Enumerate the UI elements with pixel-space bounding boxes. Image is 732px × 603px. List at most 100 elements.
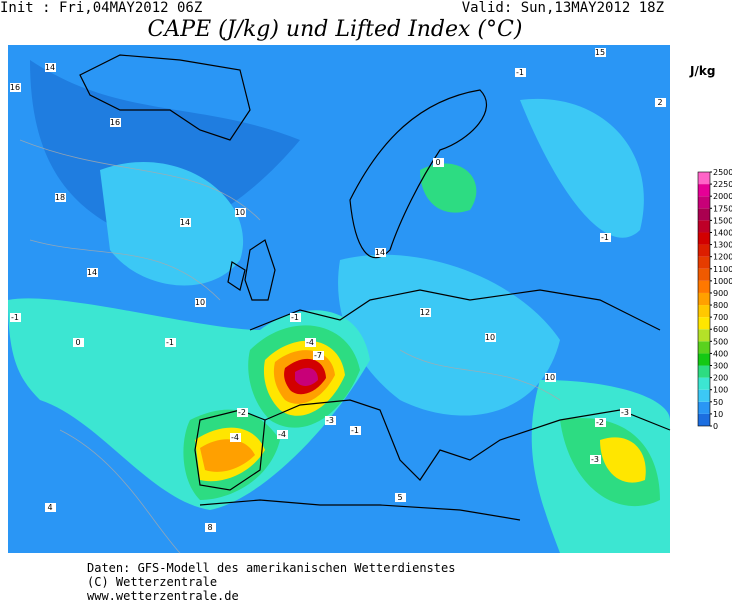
colorbar-label: 1500 [713, 216, 732, 225]
contour-label: -1 [516, 68, 524, 77]
contour-label: 18 [55, 193, 65, 202]
colorbar-label: 400 [713, 349, 728, 358]
contour-label: 8 [207, 523, 212, 532]
contour-label-bg [395, 493, 406, 502]
contour-label-bg [590, 455, 601, 464]
colorbar-label: 100 [713, 386, 728, 395]
colorbar-label: 50 [713, 398, 723, 407]
colorbar-label: 10 [713, 410, 723, 419]
contour-label: -1 [291, 313, 299, 322]
contour-label: -1 [601, 233, 609, 242]
contour-label: 10 [235, 208, 245, 217]
colorbar-unit: J/kg [689, 64, 715, 78]
contour-label-bg [45, 503, 56, 512]
colorbar-label: 1400 [713, 228, 732, 237]
contour-label-bg [433, 158, 444, 167]
colorbar-band [698, 220, 710, 233]
contour-label: 5 [397, 493, 402, 502]
contour-label-bg [235, 208, 246, 217]
colorbar-label: 2000 [713, 192, 732, 201]
colorbar-label: 1200 [713, 253, 732, 262]
contour-label-bg [45, 63, 56, 72]
contour-label-bg [10, 83, 21, 92]
contour-label-bg [277, 430, 288, 439]
contour-label: -2 [238, 408, 246, 417]
contour-label: -4 [278, 430, 286, 439]
contour-label: -4 [306, 338, 314, 347]
contour-label-bg [205, 523, 216, 532]
colorbar-label: 1100 [713, 265, 732, 274]
colorbar-band [698, 256, 710, 269]
valid-time: Valid: Sun,13MAY2012 18Z [462, 0, 664, 16]
colorbar-label: 500 [713, 337, 728, 346]
contour-label: -4 [231, 433, 239, 442]
colorbar-band [698, 365, 710, 378]
contour-label: 16 [110, 118, 120, 127]
contour-label: 12 [420, 308, 430, 317]
contour-label-bg [305, 338, 316, 347]
contour-label: 10 [545, 373, 555, 382]
contour-label: -7 [314, 351, 322, 360]
contour-label-bg [290, 313, 301, 322]
contour-label: 16 [10, 83, 20, 92]
footer-line: www.wetterzentrale.de [87, 589, 239, 603]
contour-label: -3 [326, 416, 334, 425]
contour-label: 10 [195, 298, 205, 307]
footer-line: (C) Wetterzentrale [87, 575, 217, 589]
init-time: Init : Fri,04MAY2012 06Z [0, 0, 202, 16]
contour-label-bg [237, 408, 248, 417]
colorbar-label: 1300 [713, 241, 732, 250]
contour-label-bg [420, 308, 431, 317]
colorbar-band [698, 292, 710, 306]
contour-label-bg [655, 98, 666, 107]
colorbar-label: 1750 [713, 204, 732, 213]
colorbar-label: 300 [713, 362, 728, 371]
colorbar-band [698, 196, 710, 209]
contour-label: 15 [595, 48, 605, 57]
colorbar-label: 800 [713, 301, 728, 310]
contour-label-bg [230, 433, 241, 442]
contour-label: -1 [11, 313, 19, 322]
contour-label-bg [10, 313, 21, 322]
colorbar-band [698, 353, 710, 366]
colorbar-band [698, 232, 710, 245]
colorbar-band [698, 413, 710, 426]
colorbar-band [698, 244, 710, 257]
contour-label: -1 [351, 426, 359, 435]
contour-label-bg [195, 298, 206, 307]
colorbar-label: 0 [713, 422, 718, 431]
footer-line: Daten: GFS-Modell des amerikanischen Wet… [87, 561, 455, 575]
contour-label-bg [600, 233, 611, 242]
colorbar-band [698, 268, 710, 281]
colorbar-band [698, 305, 710, 318]
contour-label-bg [375, 248, 386, 257]
contour-label-bg [180, 218, 191, 227]
contour-label-bg [485, 333, 496, 342]
colorbar-band [698, 389, 710, 402]
map-title: CAPE (J/kg) und Lifted Index (°C) [148, 17, 523, 42]
contour-label-bg [110, 118, 121, 127]
contour-label-bg [165, 338, 176, 347]
colorbar-label: 2250 [713, 180, 732, 189]
contour-label: 0 [435, 158, 440, 167]
contour-label: -3 [591, 455, 599, 464]
contour-label: 14 [87, 268, 97, 277]
colorbar-label: 700 [713, 313, 728, 322]
colorbar-label: 2500 [713, 168, 732, 177]
colorbar-band [698, 401, 710, 414]
colorbar-band [698, 329, 710, 342]
contour-label: 10 [485, 333, 495, 342]
contour-label: 14 [180, 218, 190, 227]
contour-label: 0 [75, 338, 80, 347]
contour-label-bg [73, 338, 84, 347]
contour-label-bg [350, 426, 361, 435]
colorbar-label: 900 [713, 289, 728, 298]
contour-label: 2 [657, 98, 662, 107]
colorbar-label: 600 [713, 325, 728, 334]
contour-label: -3 [621, 408, 629, 417]
contour-label: -1 [166, 338, 174, 347]
colorbar-band [698, 280, 710, 293]
contour-label: 14 [375, 248, 385, 257]
